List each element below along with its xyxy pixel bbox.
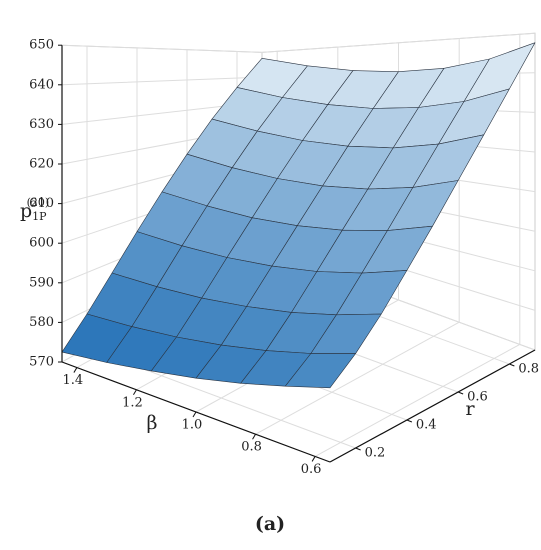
z-tick-label: 640 (29, 77, 54, 92)
y-tick (509, 363, 515, 367)
y-axis-line (329, 349, 536, 463)
x-tick (311, 456, 316, 462)
grid-line (61, 32, 536, 53)
x-tick-label: 1.2 (122, 395, 143, 410)
x-tick-label: 0.8 (241, 440, 262, 455)
z-label-sup: (20) (27, 196, 50, 209)
z-tick-label: 580 (29, 315, 54, 330)
x-tick-label: 1.0 (182, 418, 203, 433)
z-label-base: p (20, 200, 32, 222)
z-tick-label: 650 (29, 38, 54, 53)
z-tick-label: 590 (29, 275, 54, 290)
z-tick-label: 570 (29, 355, 54, 370)
y-tick-label: 0.6 (467, 390, 488, 405)
x-tick-label: 1.4 (63, 373, 84, 388)
z-tick-label: 610 (29, 196, 54, 211)
y-tick-label: 0.4 (416, 418, 437, 433)
z-tick-label: 600 (29, 236, 54, 251)
z-axis-label: p1P(20) (20, 196, 49, 223)
x-tick (252, 433, 256, 440)
y-axis-label: r (465, 398, 475, 420)
x-tick-label: 0.6 (301, 462, 322, 477)
z-tick-label: 620 (29, 157, 54, 172)
surface (61, 42, 536, 389)
x-tick (73, 367, 78, 373)
x-axis-label: β (147, 412, 158, 434)
caption: (a) (255, 513, 285, 535)
axes: 570 580 590 600 610 620 630 640 650 0.6 0.8 1.0 1.2 1… (29, 38, 539, 477)
grid-line (314, 34, 521, 457)
x-tick (133, 389, 137, 396)
x-tick (192, 411, 197, 418)
z-label-sub: 1P (32, 210, 47, 223)
y-tick (457, 391, 464, 395)
y-tick (355, 447, 361, 451)
z-tick-label: 630 (29, 117, 54, 132)
y-tick (406, 419, 413, 423)
y-tick-label: 0.8 (518, 362, 539, 377)
y-tick-label: 0.2 (365, 446, 386, 461)
surface-patch (284, 353, 356, 389)
